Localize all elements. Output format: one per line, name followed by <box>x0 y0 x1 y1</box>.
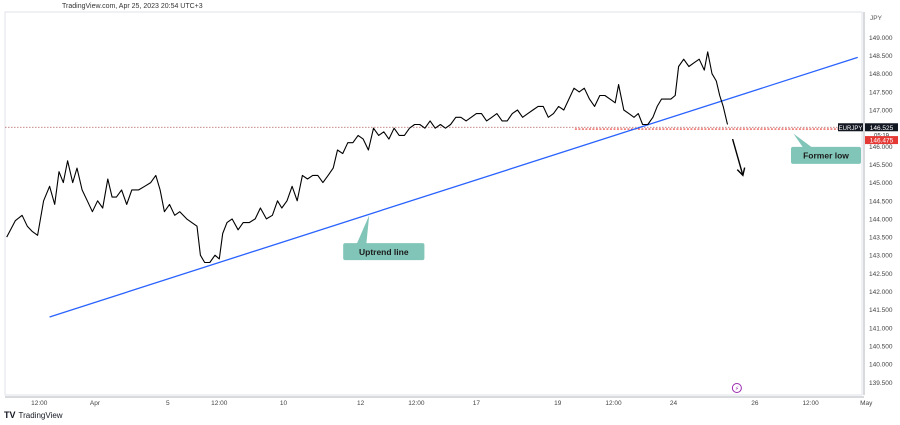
y-tick-label: 147.000 <box>869 108 893 115</box>
last-price-label: 146.525 <box>870 125 894 132</box>
x-tick-label: 5 <box>166 400 170 407</box>
drop-arrow-shaft <box>731 138 744 176</box>
y-axis: JPY 139.500 140.000 140.500 141.000 141.500 14… <box>863 12 893 395</box>
y-tick-label: 148.500 <box>869 53 893 60</box>
uptrend-line <box>49 56 858 318</box>
x-tick-label: 12:00 <box>211 400 228 407</box>
y-tick-label: 140.000 <box>869 362 893 369</box>
y-tick-label: 149.000 <box>869 35 893 42</box>
y-tick-label: 147.500 <box>869 89 893 96</box>
symbol-tag-box <box>838 123 863 132</box>
last-price-box <box>865 123 898 132</box>
callout-box <box>343 243 425 261</box>
callout-box <box>791 146 862 164</box>
tradingview-brand[interactable]: TV TradingView <box>4 410 63 420</box>
y-tick-label: 143.500 <box>869 235 893 242</box>
x-tick-label: 12:00 <box>802 400 819 407</box>
callout-text: Former low <box>803 151 849 161</box>
x-axis: 12:00 Apr 5 12:00 10 12 12:00 17 19 12:00 24 26 12:0… <box>5 396 873 407</box>
currency-label: JPY <box>870 15 883 22</box>
chart-source-header: TradingView.com, Apr 25, 2023 20:54 UTC+… <box>62 3 203 10</box>
y-tick-label: 145.500 <box>869 162 893 169</box>
y-tick-label: 140.500 <box>869 343 893 350</box>
y-tick-label: 148.000 <box>869 71 893 78</box>
y-tick-label: 146.000 <box>869 144 893 151</box>
tradingview-name: TradingView <box>18 410 63 420</box>
symbol-price-tag: EURJPY <box>838 123 863 132</box>
x-tick-label: Apr <box>90 400 101 407</box>
x-tick-label: May <box>860 400 873 407</box>
x-tick-label: 12:00 <box>408 400 425 407</box>
callout-text: Uptrend line <box>359 247 409 257</box>
y-tick-label: 142.000 <box>869 289 893 296</box>
y-tick-label: 142.500 <box>869 271 893 278</box>
y-tick-label: 141.500 <box>869 307 893 314</box>
x-tick-label: 19 <box>554 400 562 407</box>
y-tick-label: 145.000 <box>869 180 893 187</box>
x-tick-label: 26 <box>751 400 759 407</box>
callout-pointer <box>793 133 815 149</box>
y-tick-label: 139.500 <box>869 380 893 387</box>
callout-pointer <box>356 215 370 246</box>
x-tick-label: 24 <box>670 400 678 407</box>
x-tick-label: 12:00 <box>605 400 622 407</box>
tradingview-logo-icon: TV <box>4 410 16 420</box>
x-tick-label: 10 <box>280 400 288 407</box>
y-tick-label: 144.500 <box>869 198 893 205</box>
x-tick-label: 17 <box>473 400 481 407</box>
eurjpy-price-line <box>6 51 729 264</box>
y-tick-label: 144.000 <box>869 216 893 223</box>
y-tick-label: 141.000 <box>869 325 893 332</box>
former-low-price-box <box>865 136 898 145</box>
former-low-price-label: 146.475 <box>870 138 894 145</box>
drop-arrow-head-icon <box>736 167 746 177</box>
plot-frame <box>4 11 863 396</box>
symbol-tag-text: EURJPY <box>839 126 863 132</box>
event-marker-icon <box>731 383 742 393</box>
x-tick-label: 12:00 <box>31 400 48 407</box>
y-tick-label: 143.000 <box>869 253 893 260</box>
x-tick-label: 12 <box>357 400 365 407</box>
event-marker-glyph: ⚡ <box>735 386 739 393</box>
